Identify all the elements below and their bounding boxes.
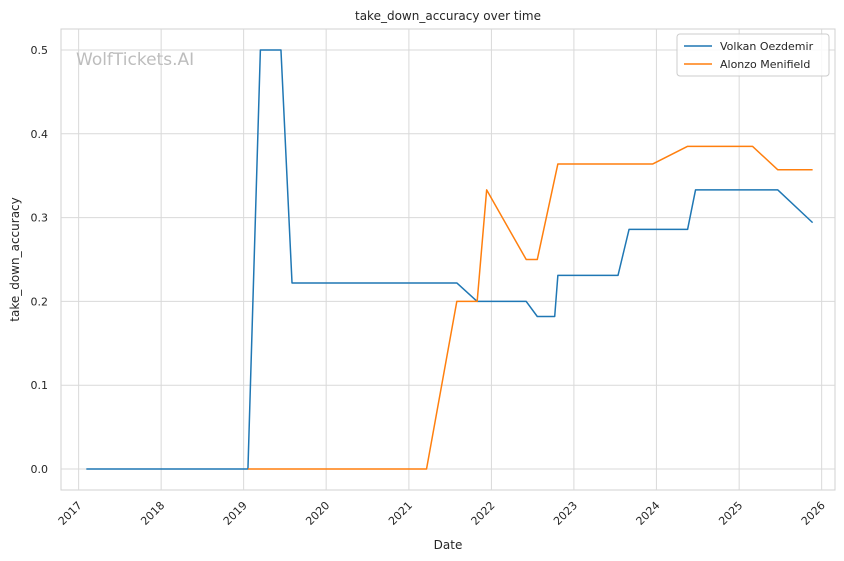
chart-title: take_down_accuracy over time (355, 9, 541, 23)
y-tick-label: 0.5 (31, 44, 49, 57)
y-tick-label: 0.3 (31, 212, 49, 225)
y-tick-label: 0.2 (31, 295, 49, 308)
y-tick-label: 0.0 (31, 463, 49, 476)
y-tick-label: 0.1 (31, 379, 49, 392)
y-axis-label: take_down_accuracy (8, 197, 22, 321)
series-line-alonzo-menifield (247, 145, 813, 470)
x-axis-label: Date (434, 538, 463, 552)
series-line-volkan-oezdemir (86, 49, 814, 470)
legend-box (676, 33, 830, 77)
series-layer (86, 49, 814, 470)
legend: Volkan Oezdemir Alonzo Menifield (676, 33, 830, 77)
legend-label-volkan-oezdemir: Volkan Oezdemir (720, 40, 814, 53)
grid-lines (61, 29, 835, 490)
watermark: WolfTickets.AI (76, 50, 194, 70)
legend-label-alonzo-menifield: Alonzo Menifield (720, 58, 810, 71)
plot-area (60, 28, 836, 491)
y-tick-label: 0.4 (31, 128, 49, 141)
